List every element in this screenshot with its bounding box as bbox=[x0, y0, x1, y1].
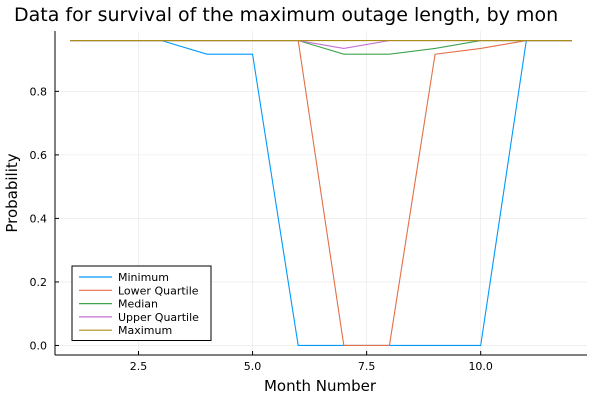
x-tick-label: 2.5 bbox=[130, 360, 148, 373]
legend-label: Upper Quartile bbox=[118, 311, 199, 324]
x-axis-label: Month Number bbox=[264, 377, 377, 395]
x-tick-label: 5.0 bbox=[244, 360, 262, 373]
series-layer bbox=[70, 39, 572, 347]
y-tick-label: 0.8 bbox=[30, 85, 48, 98]
x-tick-label: 10.0 bbox=[468, 360, 493, 373]
y-tick-label: 0.4 bbox=[30, 212, 48, 225]
series-line-median bbox=[70, 39, 572, 55]
x-tick-label: 7.5 bbox=[358, 360, 376, 373]
legend-label: Median bbox=[118, 298, 158, 311]
legend-label: Maximum bbox=[118, 324, 172, 337]
ticks: 2.5 5.0 7.5 10.0 0.0 0.2 0.4 0.6 0.8 bbox=[30, 85, 493, 373]
legend-label: Minimum bbox=[118, 271, 169, 284]
chart-title: Data for survival of the maximum outage … bbox=[14, 4, 558, 26]
legend-label: Lower Quartile bbox=[118, 284, 199, 297]
y-tick-label: 0.2 bbox=[30, 276, 48, 289]
y-tick-label: 0.6 bbox=[30, 149, 48, 162]
axes bbox=[54, 31, 587, 356]
y-tick-label: 0.0 bbox=[30, 339, 48, 352]
y-axis-label: Probability bbox=[3, 153, 21, 232]
